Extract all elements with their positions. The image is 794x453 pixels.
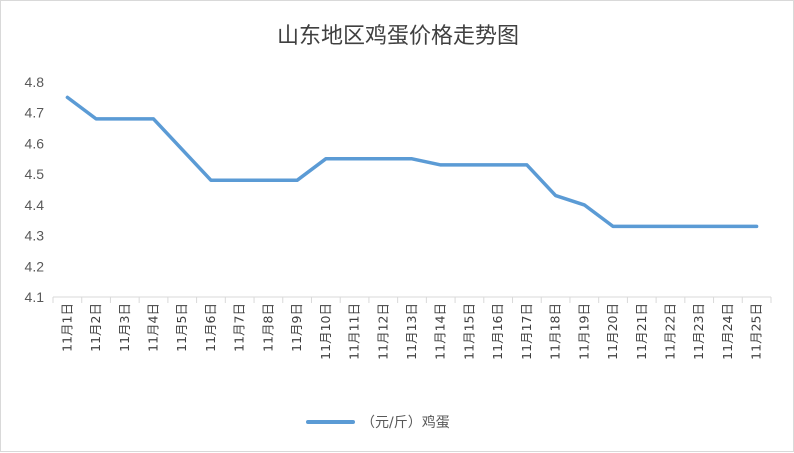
data-point: [410, 157, 414, 160]
x-tick-label: 11月21日: [634, 303, 649, 360]
x-tick-label: 11月6日: [203, 303, 218, 352]
y-axis: 4.1 4.2 4.3 4.4 4.5 4.6 4.7 4.8: [25, 74, 45, 305]
x-tick-label: 11月16日: [490, 303, 505, 360]
legend: （元/斤）鸡蛋: [306, 414, 450, 431]
data-point: [152, 117, 155, 121]
x-axis: 11月1日 11月2日 11月3日 11月4日 11月5日 11月6日 11月7日 11月8日…: [52, 296, 772, 360]
data-point: [267, 179, 270, 182]
x-tick-label: 11月7日: [232, 303, 247, 352]
x-tick-label: 11月11日: [347, 303, 362, 360]
data-point: [181, 148, 184, 151]
chart-title: 山东地区鸡蛋价格走势图: [277, 24, 519, 49]
y-tick-label: 4.2: [25, 258, 45, 274]
x-tick-label: 11月18日: [548, 303, 563, 360]
x-tick-label: 11月13日: [404, 303, 419, 360]
y-tick-label: 4.5: [25, 166, 45, 182]
data-point: [583, 203, 586, 207]
x-tick-label: 11月15日: [461, 303, 476, 360]
x-tick-label: 11月19日: [576, 303, 591, 360]
y-tick-label: 4.7: [25, 105, 45, 121]
data-point: [525, 163, 529, 167]
x-tick-label: 11月2日: [88, 303, 103, 352]
x-tick-label: 11月3日: [117, 303, 132, 352]
data-point: [382, 157, 385, 160]
x-tick-label: 11月5日: [174, 303, 189, 352]
data-point: [726, 225, 730, 228]
x-tick-label: 11月25日: [749, 303, 764, 360]
data-point: [353, 157, 356, 160]
series-line: [65, 95, 759, 229]
legend-label: （元/斤）鸡蛋: [361, 414, 450, 431]
x-tick-label: 11月23日: [691, 303, 706, 360]
data-point: [611, 225, 615, 228]
data-point: [295, 179, 299, 182]
data-point: [554, 194, 557, 197]
data-point: [496, 163, 500, 167]
data-point: [209, 179, 213, 182]
data-point: [468, 163, 471, 167]
x-tick-label: 11月1日: [59, 303, 74, 352]
x-tick-label: 11月8日: [260, 303, 275, 352]
y-tick-label: 4.8: [25, 74, 45, 90]
data-point: [324, 157, 328, 160]
x-tick-label: 11月9日: [289, 303, 304, 352]
x-tick-label: 11月14日: [433, 303, 448, 360]
x-tick-label: 11月20日: [605, 303, 620, 360]
y-tick-label: 4.4: [25, 197, 45, 213]
y-tick-label: 4.6: [25, 135, 45, 151]
y-tick-label: 4.3: [25, 228, 45, 244]
data-point: [439, 163, 442, 167]
x-tick-label: 11月10日: [318, 303, 333, 360]
data-point: [640, 225, 643, 228]
data-point: [669, 225, 672, 228]
series-group: [65, 95, 759, 229]
data-point: [123, 117, 127, 121]
y-tick-label: 4.1: [25, 289, 45, 305]
x-tick-label: 11月17日: [519, 303, 534, 360]
x-tick-label: 11月22日: [662, 303, 677, 360]
data-point: [755, 225, 758, 228]
data-point: [698, 225, 701, 228]
x-tick-label: 11月4日: [146, 303, 161, 352]
data-point: [94, 117, 98, 121]
x-tick-label: 11月24日: [720, 303, 735, 360]
data-point: [238, 179, 241, 182]
x-tick-label: 11月12日: [375, 303, 390, 360]
data-point: [66, 96, 69, 99]
